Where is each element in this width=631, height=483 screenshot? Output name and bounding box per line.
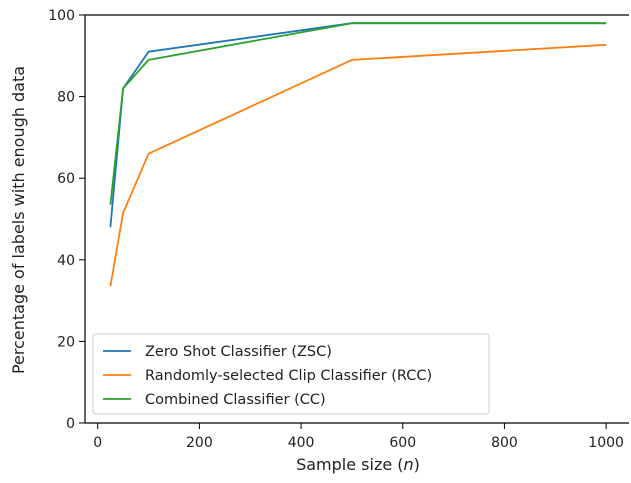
x-tick-label: 0 xyxy=(93,435,102,451)
x-tick-label: 800 xyxy=(491,435,518,451)
x-tick-label: 200 xyxy=(186,435,213,451)
y-tick-label: 40 xyxy=(57,253,75,269)
series-line-2 xyxy=(109,43,607,287)
legend-label-2: Randomly-selected Clip Classifier (RCC) xyxy=(145,368,432,384)
series-line-3 xyxy=(109,22,607,205)
legend: Zero Shot Classifier (ZSC) Randomly-selec… xyxy=(92,333,490,415)
x-tick-label: 1000 xyxy=(588,435,624,451)
y-tick-label: 100 xyxy=(48,8,75,24)
legend-label-1: Zero Shot Classifier (ZSC) xyxy=(145,344,332,360)
y-tick-label: 20 xyxy=(57,334,75,350)
x-tick-label: 600 xyxy=(389,435,416,451)
y-tick-label: 0 xyxy=(66,416,75,432)
x-tick-label: 400 xyxy=(288,435,315,451)
x-axis-label: Sample size (n) xyxy=(296,455,420,474)
axes: 0 200 400 600 800 1000 0 20 40 60 80 100 xyxy=(48,8,629,451)
y-tick-label: 60 xyxy=(57,171,75,187)
y-axis-label: Percentage of labels with enough data xyxy=(9,66,28,374)
legend-box xyxy=(92,333,490,415)
series-layer xyxy=(109,22,607,287)
legend-label-3: Combined Classifier (CC) xyxy=(145,392,326,408)
y-tick-label: 80 xyxy=(57,90,75,106)
